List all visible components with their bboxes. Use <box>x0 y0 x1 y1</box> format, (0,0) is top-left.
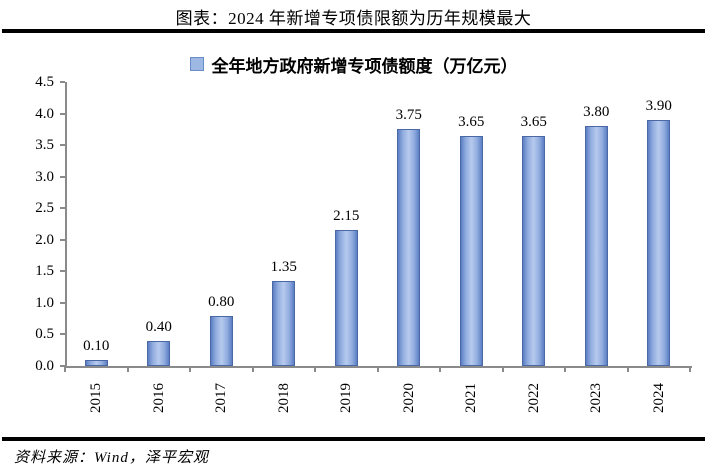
x-axis-category-label: 2016 <box>150 383 167 413</box>
bar-value-label: 0.40 <box>145 318 172 335</box>
x-axis-tick-mark <box>501 366 504 372</box>
bar-value-label: 3.65 <box>458 113 485 130</box>
x-axis-category-label: 2018 <box>275 383 292 413</box>
x-axis-tick-mark <box>376 366 379 372</box>
y-axis-tick-mark <box>60 112 65 115</box>
x-axis-tick-mark <box>64 366 66 372</box>
x-axis-tick-mark <box>126 366 129 372</box>
y-axis-tick-mark <box>60 238 65 241</box>
x-axis-category-label: 2021 <box>462 383 479 413</box>
bar-value-label: 2.15 <box>333 208 360 225</box>
bar <box>334 230 358 366</box>
bar <box>397 129 421 366</box>
bar-value-label: 3.90 <box>645 97 672 114</box>
x-axis-category-label: 2022 <box>525 383 542 413</box>
y-axis-tick-label: 0.5 <box>35 326 54 343</box>
plot-area <box>65 82 692 368</box>
bar-value-label: 3.80 <box>583 104 610 121</box>
y-axis-tick-mark <box>60 365 65 367</box>
y-axis-tick-label: 0.0 <box>35 358 54 374</box>
y-axis-tick-mark <box>60 81 65 83</box>
x-axis-tick-mark <box>564 366 566 372</box>
bar <box>84 359 108 366</box>
bar <box>147 340 171 366</box>
y-axis-tick-label: 4.5 <box>35 74 54 90</box>
bar-value-label: 3.75 <box>395 107 422 124</box>
x-axis-category-label: 2023 <box>587 383 604 413</box>
bar <box>209 315 233 366</box>
legend: 全年地方政府新增专项债额度（万亿元） <box>0 53 707 76</box>
y-axis-tick-mark <box>60 144 65 147</box>
bar-value-label: 0.80 <box>208 293 235 310</box>
y-axis-tick-label: 1.0 <box>35 294 54 311</box>
x-axis-tick-mark <box>251 366 254 372</box>
bar <box>272 280 296 366</box>
y-axis-tick-label: 2.0 <box>35 231 54 248</box>
y-axis-tick-label: 2.5 <box>35 200 54 217</box>
source-note: 资料来源：Wind，泽平宏观 <box>14 450 209 466</box>
x-axis-category-label: 2019 <box>337 383 354 413</box>
bar-value-label: 1.35 <box>270 258 297 275</box>
x-axis-tick-mark <box>626 366 629 372</box>
x-axis-category-label: 2024 <box>650 383 667 413</box>
page-title: 图表：2024 年新增专项债限额为历年规模最大 <box>175 9 532 28</box>
bar-value-label: 0.10 <box>83 337 110 354</box>
y-axis-tick-mark <box>60 301 65 304</box>
bar-value-label: 3.65 <box>520 113 547 130</box>
bar <box>647 119 671 366</box>
y-axis-tick-label: 1.5 <box>35 263 54 280</box>
y-axis-tick-mark <box>60 270 65 273</box>
x-axis-tick-mark <box>689 366 691 372</box>
y-axis-tick-label: 3.0 <box>35 168 54 185</box>
x-axis-tick-mark <box>439 366 441 372</box>
y-axis-tick-label: 3.5 <box>35 137 54 154</box>
x-axis-category-label: 2020 <box>400 383 417 413</box>
top-divider <box>2 29 705 33</box>
y-axis-tick-mark <box>60 175 65 178</box>
y-axis-tick-mark <box>60 207 65 210</box>
bottom-divider <box>2 437 705 441</box>
legend-marker-icon <box>189 57 204 71</box>
bar <box>584 126 608 366</box>
legend-label: 全年地方政府新增专项债额度（万亿元） <box>211 56 518 76</box>
x-axis-tick-mark <box>314 366 316 372</box>
x-axis-category-label: 2015 <box>87 383 104 413</box>
x-axis-category-label: 2017 <box>212 383 229 413</box>
bar <box>459 135 483 366</box>
y-axis-tick-label: 4.0 <box>35 105 54 122</box>
y-axis-tick-mark <box>60 333 65 336</box>
bar <box>522 135 546 366</box>
x-axis-tick-mark <box>189 366 191 372</box>
